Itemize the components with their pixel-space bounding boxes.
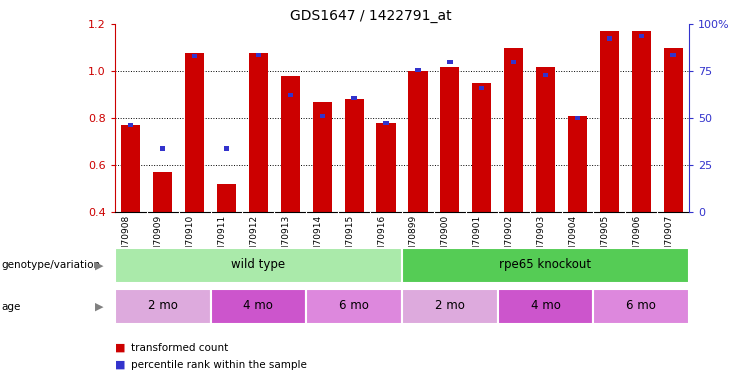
- Bar: [383, 121, 389, 125]
- Text: ■: ■: [115, 343, 125, 353]
- Bar: [631, 32, 651, 212]
- Text: GSM70914: GSM70914: [313, 214, 322, 264]
- Bar: [313, 102, 332, 212]
- Bar: [575, 116, 580, 120]
- Text: rpe65 knockout: rpe65 knockout: [499, 258, 591, 271]
- Bar: [504, 48, 523, 212]
- Text: GSM70910: GSM70910: [185, 214, 195, 264]
- Text: GSM70908: GSM70908: [122, 214, 131, 264]
- Bar: [479, 86, 485, 90]
- Text: 4 mo: 4 mo: [531, 299, 560, 312]
- Bar: [249, 53, 268, 212]
- Bar: [288, 93, 293, 97]
- Bar: [319, 114, 325, 118]
- Text: GSM70904: GSM70904: [568, 214, 577, 264]
- Text: GSM70900: GSM70900: [441, 214, 450, 264]
- Bar: [122, 125, 140, 212]
- Text: wild type: wild type: [231, 258, 285, 271]
- Bar: [447, 60, 453, 64]
- Text: GSM70909: GSM70909: [153, 214, 163, 264]
- Text: ▶: ▶: [96, 261, 104, 270]
- Bar: [671, 53, 676, 57]
- Bar: [160, 147, 165, 151]
- Text: GSM70911: GSM70911: [218, 214, 227, 264]
- Bar: [345, 99, 364, 212]
- Bar: [376, 123, 396, 212]
- Text: transformed count: transformed count: [131, 343, 228, 353]
- Text: percentile rank within the sample: percentile rank within the sample: [131, 360, 307, 369]
- Text: 6 mo: 6 mo: [626, 299, 657, 312]
- Bar: [128, 123, 133, 127]
- Text: 6 mo: 6 mo: [339, 299, 369, 312]
- Text: 4 mo: 4 mo: [244, 299, 273, 312]
- Bar: [543, 73, 548, 77]
- Bar: [568, 116, 587, 212]
- Text: GSM70907: GSM70907: [664, 214, 673, 264]
- Bar: [511, 60, 516, 64]
- Bar: [402, 248, 689, 283]
- Text: GDS1647 / 1422791_at: GDS1647 / 1422791_at: [290, 9, 451, 23]
- Text: age: age: [1, 302, 21, 312]
- Bar: [115, 248, 402, 283]
- Text: GSM70915: GSM70915: [345, 214, 354, 264]
- Bar: [599, 32, 619, 212]
- Bar: [664, 48, 682, 212]
- Text: genotype/variation: genotype/variation: [1, 261, 101, 270]
- Text: 2 mo: 2 mo: [147, 299, 178, 312]
- Bar: [498, 289, 594, 324]
- Bar: [185, 53, 205, 212]
- Bar: [607, 36, 612, 40]
- Bar: [402, 289, 498, 324]
- Bar: [115, 289, 210, 324]
- Bar: [210, 289, 306, 324]
- Bar: [408, 71, 428, 212]
- Text: GSM70913: GSM70913: [282, 214, 290, 264]
- Text: GSM70916: GSM70916: [377, 214, 386, 264]
- Bar: [536, 67, 555, 212]
- Bar: [217, 184, 236, 212]
- Text: ■: ■: [115, 360, 125, 369]
- Bar: [281, 76, 300, 212]
- Bar: [192, 54, 197, 58]
- Text: GSM70902: GSM70902: [505, 214, 514, 264]
- Bar: [594, 289, 689, 324]
- Bar: [472, 83, 491, 212]
- Bar: [351, 96, 357, 100]
- Text: GSM70901: GSM70901: [473, 214, 482, 264]
- Bar: [440, 67, 459, 212]
- Text: GSM70912: GSM70912: [250, 214, 259, 264]
- Bar: [306, 289, 402, 324]
- Bar: [415, 68, 421, 72]
- Text: GSM70899: GSM70899: [409, 214, 418, 264]
- Bar: [224, 147, 229, 151]
- Bar: [153, 172, 173, 212]
- Text: GSM70905: GSM70905: [600, 214, 609, 264]
- Text: GSM70906: GSM70906: [632, 214, 641, 264]
- Text: 2 mo: 2 mo: [435, 299, 465, 312]
- Bar: [639, 34, 644, 38]
- Text: ▶: ▶: [96, 302, 104, 312]
- Text: GSM70903: GSM70903: [536, 214, 545, 264]
- Bar: [256, 53, 261, 57]
